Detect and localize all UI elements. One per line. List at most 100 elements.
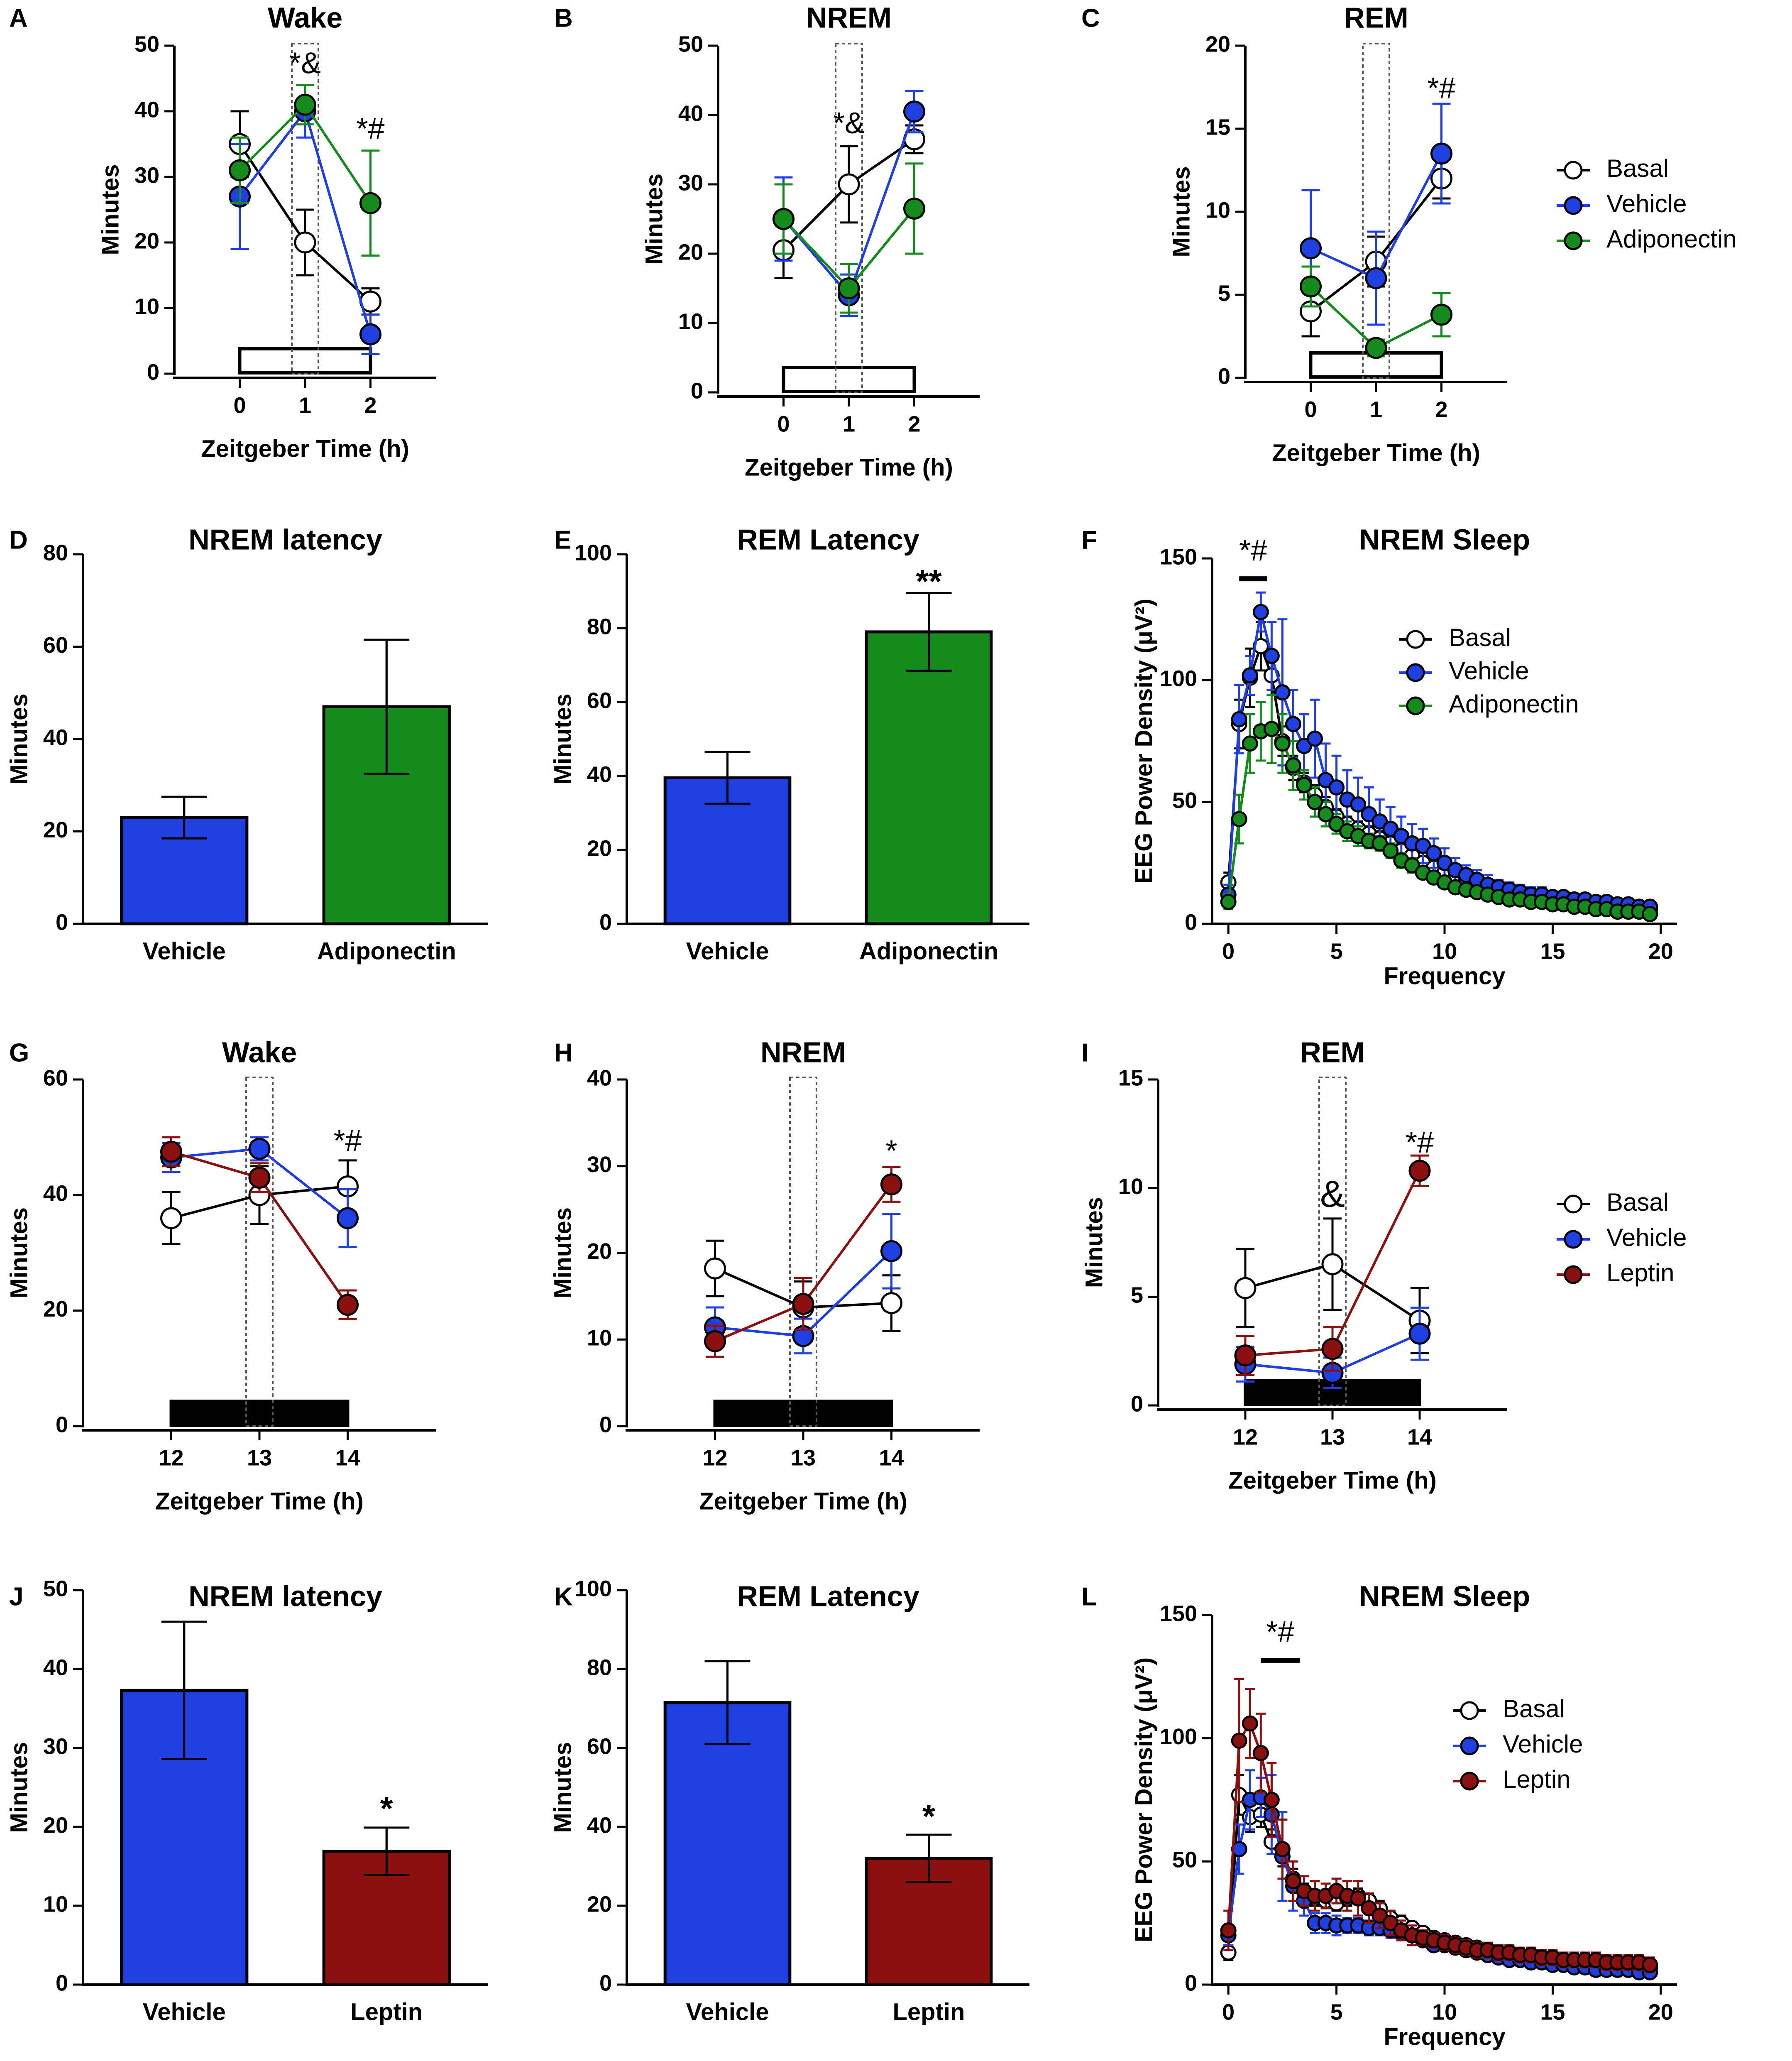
x-tick-label: 10: [1432, 939, 1457, 964]
x-category-label: Vehicle: [686, 1998, 769, 2025]
significance-annotation: *&: [833, 107, 865, 140]
y-axis-label: EEG Power Density (μV²): [1130, 1657, 1157, 1943]
y-tick-label: 10: [678, 309, 703, 334]
series-adiponectin: [1220, 694, 1658, 923]
y-tick-label: 150: [1160, 544, 1197, 569]
y-tick-label: 40: [134, 97, 159, 122]
x-tick-label: 15: [1540, 2000, 1565, 2024]
legend: Basal Vehicle Leptin: [1557, 1188, 1687, 1287]
panel-J: J 0 10 20 30 40 50 Minutes NREM latency Vehicle Le…: [5, 1576, 488, 2025]
chart-title: NREM: [760, 1036, 846, 1068]
significance-annotation: *#: [1239, 534, 1267, 567]
significance-annotation: *#: [333, 1124, 362, 1158]
y-axis-label: Minutes: [549, 1207, 576, 1298]
y-tick-label: 0: [147, 360, 159, 384]
data-point: [1231, 1733, 1247, 1749]
y-tick-label: 40: [587, 1065, 612, 1090]
panel-C: C 0 5 10 15 20 Minutes REM 0 1 2 Zeitgeber Time (h)…: [1081, 1, 1737, 466]
data-point: [1220, 893, 1237, 910]
data-point: [248, 1167, 271, 1189]
y-tick-label: 5: [1218, 281, 1230, 306]
y-tick-label: 20: [587, 1892, 612, 1917]
data-point: [1408, 1160, 1431, 1182]
x-axis-label: Zeitgeber Time (h): [745, 454, 953, 481]
data-point: [1296, 738, 1312, 754]
data-point: [337, 1207, 359, 1229]
data-point: [1328, 815, 1345, 832]
chart-title: Wake: [222, 1036, 297, 1068]
y-tick-label: 100: [1160, 1724, 1197, 1749]
chart-title: Wake: [268, 1, 342, 34]
chart-title: REM: [1300, 1036, 1365, 1068]
y-tick-label: 20: [587, 1239, 612, 1264]
data-point: [1285, 1873, 1301, 1890]
data-point: [1234, 1344, 1257, 1367]
x-category-label: Vehicle: [143, 1998, 226, 2025]
light-phase-bar: [713, 1400, 893, 1427]
x-tick-label: 20: [1648, 2000, 1673, 2024]
data-point: [1274, 1841, 1291, 1858]
x-tick-label: 0: [1304, 397, 1317, 422]
data-point: [880, 1240, 902, 1262]
significance-annotation: *&: [289, 47, 321, 80]
y-tick-label: 80: [43, 540, 68, 565]
data-point: [1382, 1915, 1399, 1931]
y-axis-label: Minutes: [549, 1742, 576, 1833]
panel-letter: A: [9, 4, 28, 32]
data-point: [1220, 1922, 1237, 1939]
chart-title: NREM: [806, 1, 892, 34]
data-point: [337, 1294, 359, 1316]
panel-H: H 0 10 20 30 40 Minutes NREM 12 13 14 Zeitgeber Tim…: [549, 1036, 980, 1515]
y-axis-label: EEG Power Density (μV²): [1130, 599, 1157, 884]
y-tick-label: 5: [1131, 1283, 1143, 1308]
x-tick-label: 13: [247, 1445, 272, 1470]
panel-I: I 0 5 10 15 Minutes REM 12 13 14 Zeitgeber Time (h…: [1081, 1036, 1687, 1494]
significance-annotation: **: [916, 563, 942, 600]
y-tick-label: 100: [575, 1576, 612, 1601]
chart-title: NREM Sleep: [1359, 1580, 1530, 1612]
legend-label: Basal: [1606, 1188, 1669, 1216]
data-point: [1382, 820, 1399, 837]
data-point: [1300, 237, 1322, 259]
panel-G: G 0 20 40 60 Minutes Wake 12 13 14 Zeitgeber Time …: [5, 1036, 436, 1515]
y-tick-label: 10: [134, 294, 159, 319]
data-point: [1252, 604, 1269, 620]
x-axis-label: Zeitgeber Time (h): [699, 1488, 907, 1515]
legend-label: Vehicle: [1503, 1730, 1583, 1758]
significance-annotation: *#: [1427, 72, 1455, 105]
panel-letter: D: [9, 526, 28, 554]
legend-label: Vehicle: [1606, 190, 1687, 218]
data-point: [1321, 1338, 1344, 1360]
y-axis-label: Minutes: [5, 693, 32, 784]
legend-marker: [1460, 1736, 1479, 1755]
x-tick-label: 2: [364, 393, 376, 418]
y-tick-label: 60: [587, 1734, 612, 1759]
y-tick-label: 0: [1185, 1970, 1197, 1995]
legend-label: Adiponectin: [1449, 690, 1579, 718]
data-point: [1263, 648, 1280, 664]
significance-annotation: *: [380, 1790, 394, 1827]
data-point: [1300, 275, 1322, 298]
significance-annotation: *#: [1406, 1126, 1434, 1159]
data-point: [1430, 142, 1452, 165]
data-point: [1350, 796, 1367, 813]
data-point: [1285, 757, 1301, 774]
y-tick-label: 0: [599, 1970, 612, 1995]
x-tick-label: 10: [1432, 2000, 1457, 2024]
panel-D: D 0 20 40 60 80 Minutes NREM latency Vehicle Adip…: [5, 523, 488, 964]
x-tick-label: 2: [1435, 397, 1447, 422]
data-point: [704, 1330, 726, 1352]
panel-letter: H: [554, 1038, 573, 1067]
y-tick-label: 10: [43, 1892, 68, 1917]
y-tick-label: 60: [587, 688, 612, 713]
y-tick-label: 20: [1205, 32, 1230, 56]
data-point: [1285, 716, 1301, 732]
y-tick-label: 0: [691, 378, 703, 403]
chart-title: NREM latency: [188, 1580, 382, 1612]
data-point: [160, 1141, 182, 1163]
x-tick-label: 20: [1648, 939, 1673, 964]
data-point: [1328, 779, 1345, 796]
data-point: [1436, 854, 1453, 871]
data-point: [1425, 845, 1442, 862]
